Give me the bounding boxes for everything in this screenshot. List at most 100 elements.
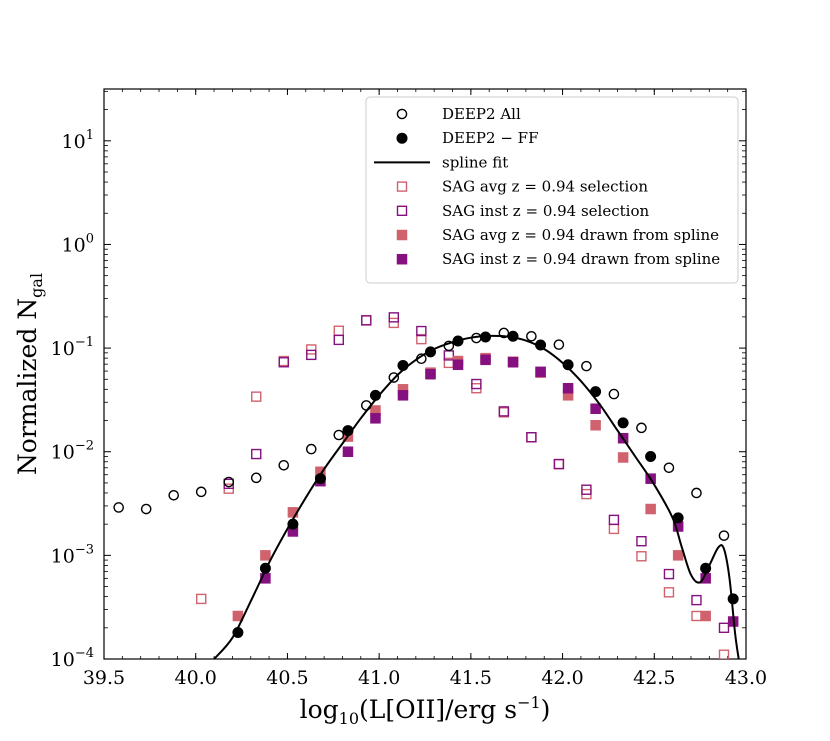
y-tick-exponent: −4 — [75, 646, 94, 661]
y-tick-base: 10 — [51, 649, 75, 671]
legend-label: SAG inst z = 0.94 selection — [442, 202, 649, 220]
data-point — [333, 429, 345, 441]
data-point — [608, 388, 620, 400]
data-point — [553, 458, 565, 470]
data-point — [535, 339, 547, 351]
data-point — [590, 403, 601, 414]
data-point — [608, 514, 620, 526]
data-point — [397, 359, 409, 371]
legend-marker — [396, 181, 408, 192]
plot-area — [113, 312, 740, 659]
series-0 — [113, 327, 730, 541]
data-point — [223, 476, 235, 488]
y-tick-base: 10 — [62, 234, 86, 256]
data-point — [480, 331, 492, 343]
x-tick-label: 39.5 — [83, 667, 125, 689]
y-tick-exponent: 1 — [86, 128, 94, 143]
data-point — [306, 344, 317, 355]
legend-marker — [396, 253, 408, 265]
data-point — [590, 386, 602, 398]
data-point — [590, 420, 601, 431]
data-point — [672, 512, 684, 524]
y-axis-title: Normalized Ngal — [13, 273, 46, 475]
data-point — [526, 432, 537, 443]
legend-entry: SAG avg z = 0.94 drawn from spline — [396, 226, 719, 244]
data-point — [526, 330, 537, 342]
data-point — [452, 335, 464, 347]
data-point — [645, 450, 657, 462]
data-point — [425, 346, 437, 358]
data-point — [196, 593, 207, 605]
data-point — [342, 425, 354, 437]
data-point — [718, 530, 730, 541]
legend-entry: SAG avg z = 0.94 selection — [396, 178, 648, 196]
legend-marker — [396, 205, 408, 217]
data-point — [278, 357, 289, 368]
data-point — [480, 354, 491, 366]
data-point — [251, 448, 262, 460]
data-point — [342, 446, 354, 457]
data-point — [260, 550, 271, 561]
axis-titles: log10(L[OII]/erg s−1) Normalized Ngal — [13, 273, 550, 728]
legend-label: DEEP2 − FF — [442, 129, 538, 147]
data-point — [718, 649, 730, 659]
data-point — [718, 622, 730, 634]
data-point — [416, 333, 427, 345]
data-point — [562, 359, 574, 371]
y-tick-label: 100 — [62, 231, 94, 256]
data-point — [617, 417, 629, 429]
legend-marker — [396, 108, 408, 120]
legend-marker — [396, 229, 408, 241]
data-point — [195, 486, 207, 498]
data-point — [636, 422, 647, 434]
legend-marker — [396, 132, 408, 144]
data-point — [608, 523, 620, 535]
data-point — [645, 503, 656, 515]
data-point — [370, 413, 381, 424]
y-tick-exponent: −1 — [75, 335, 94, 350]
y-tick-exponent: −3 — [75, 542, 94, 557]
data-point — [278, 459, 290, 471]
x-tick-label: 41.0 — [358, 667, 400, 689]
data-point — [526, 432, 537, 443]
legend-label: spline fit — [442, 153, 508, 171]
data-point — [691, 487, 702, 499]
data-point — [700, 562, 712, 574]
data-point — [663, 568, 675, 580]
data-point — [333, 325, 344, 336]
data-point — [232, 627, 244, 639]
x-tick-label: 40.5 — [266, 667, 308, 689]
y-tick-base: 10 — [51, 545, 75, 567]
data-point — [416, 325, 427, 337]
data-point — [140, 503, 152, 515]
legend-box — [365, 96, 739, 284]
data-point — [452, 359, 464, 371]
legend-entry: SAG inst z = 0.94 drawn from spline — [396, 250, 720, 268]
data-point — [581, 360, 592, 372]
legend-label: SAG avg z = 0.94 selection — [442, 178, 648, 196]
legend-entry: spline fit — [374, 153, 508, 171]
data-point — [663, 587, 675, 598]
data-point — [369, 389, 381, 401]
data-point — [581, 484, 592, 495]
data-point — [250, 472, 262, 484]
axis-ticks: 39.5 40.0 40.5 41.0 41.5 42.0 42.5 43.010110010… — [51, 89, 767, 689]
data-point — [562, 382, 574, 394]
y-tick-label: 10−4 — [51, 646, 94, 671]
y-tick-label: 10−2 — [51, 439, 94, 464]
data-point — [471, 378, 482, 390]
data-point — [691, 594, 702, 606]
legend-label: DEEP2 All — [442, 105, 521, 123]
data-point — [553, 339, 565, 350]
legend-entry: SAG inst z = 0.94 selection — [396, 202, 649, 220]
data-point — [168, 489, 180, 501]
data-point — [507, 357, 519, 368]
data-point — [388, 372, 400, 383]
y-tick-label: 10−1 — [51, 335, 94, 360]
y-tick-base: 10 — [51, 442, 75, 464]
x-tick-label: 43.0 — [725, 667, 767, 689]
plot-frame — [103, 88, 747, 660]
series-4 — [223, 312, 730, 634]
y-tick-base: 10 — [51, 338, 75, 360]
data-point — [287, 518, 299, 530]
